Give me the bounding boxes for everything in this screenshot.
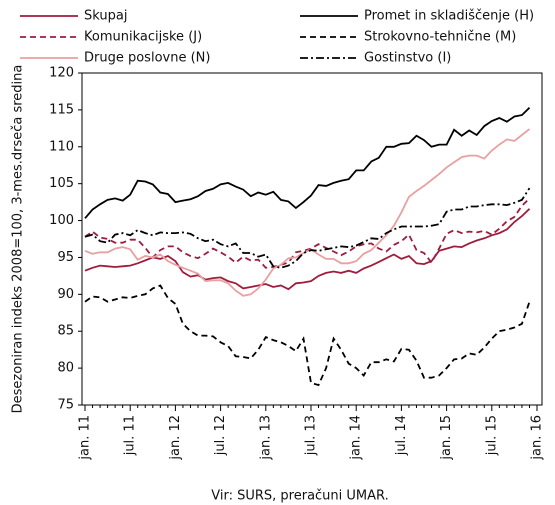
series-line: [84, 197, 531, 269]
x-tick-label: jan. 13: [258, 415, 273, 461]
x-tick-label: jan. 14: [349, 415, 364, 461]
legend-label: Komunikacijske (J): [84, 30, 202, 45]
y-tick-label: 95: [57, 250, 74, 265]
y-tick-label: 115: [49, 102, 74, 117]
legend-label: Skupaj: [84, 9, 127, 24]
series-line: [84, 187, 531, 269]
y-tick-label: 90: [57, 287, 74, 302]
series-line: [84, 107, 531, 219]
legend-label: Gostinstvo (I): [364, 51, 451, 66]
y-tick-label: 110: [49, 139, 74, 154]
y-tick-label: 75: [57, 398, 74, 413]
x-tick-label: jul. 11: [123, 415, 138, 456]
x-tick-label: jul. 14: [394, 415, 409, 456]
y-tick-label: 80: [57, 361, 74, 376]
source: Vir: SURS, preračuni UMAR.: [211, 489, 388, 504]
x-tick-label: jan. 12: [168, 415, 183, 461]
legend-label: Strokovno-tehnične (M): [364, 30, 516, 45]
x-tick-label: jan. 16: [530, 415, 545, 461]
x-tick-label: jul. 13: [304, 415, 319, 456]
y-tick-label: 105: [49, 176, 74, 191]
legend-label: Promet in skladiščenje (H): [364, 9, 534, 24]
y-tick-label: 100: [49, 213, 74, 228]
x-tick-label: jan. 15: [439, 415, 454, 461]
series-line: [84, 284, 531, 387]
y-axis-label: Desezoniran indeks 2008=100, 3-mes.drseč…: [11, 65, 26, 414]
plot-frame: [81, 72, 543, 406]
y-tick-label: 85: [57, 324, 74, 339]
x-tick-label: jan. 11: [78, 415, 93, 461]
x-tick-label: jul. 12: [213, 415, 228, 456]
series-line: [84, 128, 531, 297]
x-tick-label: jul. 15: [484, 415, 499, 456]
legend-label: Druge poslovne (N): [84, 51, 210, 66]
y-tick-label: 120: [49, 66, 74, 81]
series-line: [84, 208, 531, 291]
